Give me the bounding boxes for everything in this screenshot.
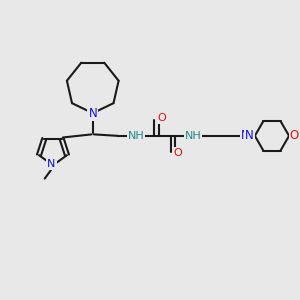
Text: N: N: [241, 129, 249, 142]
Text: N: N: [88, 107, 97, 120]
Text: N: N: [47, 159, 56, 169]
Text: NH: NH: [128, 131, 145, 141]
Text: O: O: [173, 148, 182, 158]
Text: O: O: [290, 129, 299, 142]
Text: O: O: [157, 113, 166, 124]
Text: N: N: [245, 129, 254, 142]
Text: NH: NH: [184, 131, 201, 141]
